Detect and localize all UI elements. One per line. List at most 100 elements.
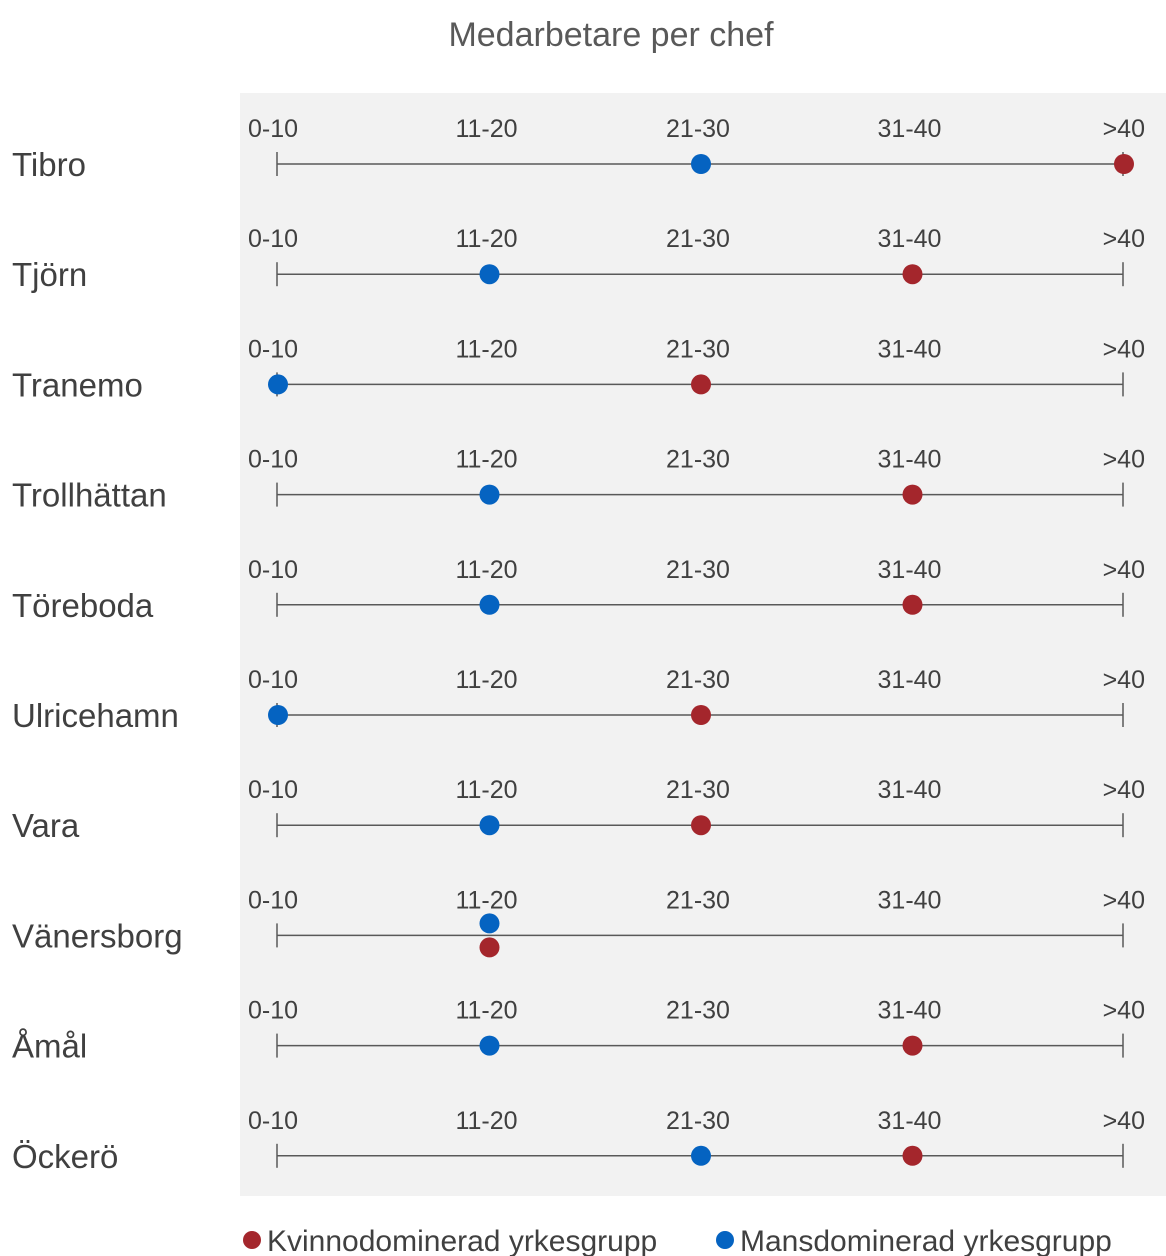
tick-label-0-10: 0-10 (248, 776, 298, 804)
tick-label-40: >40 (1103, 997, 1145, 1025)
plot-panel (240, 93, 1166, 1196)
tick-label-31-40: 31-40 (878, 556, 942, 584)
point-kvinnodominerad-yrkesgrupp (1114, 154, 1134, 174)
point-kvinnodominerad-yrkesgrupp (902, 1035, 923, 1056)
tick-label-21-30: 21-30 (666, 446, 730, 474)
row-label: Tranemo (12, 366, 143, 403)
tick-label-31-40: 31-40 (878, 446, 942, 474)
legend-label: Kvinnodominerad yrkesgrupp (267, 1225, 657, 1256)
tick-label-40: >40 (1103, 1107, 1145, 1135)
point-kvinnodominerad-yrkesgrupp (691, 374, 711, 395)
row-label: Vänersborg (12, 917, 183, 954)
legend-item-kvinnodominerad-yrkesgrupp: Kvinnodominerad yrkesgrupp (243, 1225, 657, 1256)
tick-label-40: >40 (1103, 225, 1145, 253)
tick-label-11-20: 11-20 (455, 997, 517, 1025)
rows: Tibro 0-10 11-20 21-30 31-40 >40 Tjörn 0-10 11-2… (12, 115, 1145, 1175)
point-kvinnodominerad-yrkesgrupp (902, 484, 923, 505)
tick-label-21-30: 21-30 (666, 225, 730, 253)
tick-label-11-20: 11-20 (455, 1107, 517, 1135)
tick-label-0-10: 0-10 (248, 225, 298, 253)
tick-label-40: >40 (1103, 446, 1145, 474)
tick-label-11-20: 11-20 (455, 776, 517, 804)
row-label: Öckerö (12, 1138, 118, 1175)
tick-label-40: >40 (1103, 556, 1145, 584)
tick-label-31-40: 31-40 (878, 115, 942, 143)
tick-label-21-30: 21-30 (666, 115, 730, 143)
row-tj-rn: Tjörn 0-10 11-20 21-30 31-40 >40 (12, 225, 1145, 293)
point-kvinnodominerad-yrkesgrupp (691, 815, 711, 836)
tick-label-21-30: 21-30 (666, 1107, 730, 1135)
chart-title: Medarbetare per chef (448, 16, 774, 54)
point-kvinnodominerad-yrkesgrupp (902, 594, 923, 615)
legend-label: Mansdominerad yrkesgrupp (740, 1225, 1112, 1256)
row-tibro: Tibro 0-10 11-20 21-30 31-40 >40 (12, 115, 1145, 183)
tick-label-31-40: 31-40 (878, 886, 942, 914)
row-label: Ulricehamn (12, 697, 179, 734)
legend: Kvinnodominerad yrkesgrupp Mansdominerad … (243, 1225, 1112, 1256)
point-mansdominerad-yrkesgrupp (691, 1145, 711, 1166)
tick-label-0-10: 0-10 (248, 335, 298, 363)
row-label: Åmål (12, 1028, 87, 1065)
tick-label-0-10: 0-10 (248, 556, 298, 584)
point-kvinnodominerad-yrkesgrupp (902, 264, 923, 285)
row-ulricehamn: Ulricehamn 0-10 11-20 21-30 31-40 >40 (12, 666, 1145, 734)
tick-label-40: >40 (1103, 776, 1145, 804)
tick-label-21-30: 21-30 (666, 335, 730, 363)
tick-label-11-20: 11-20 (455, 115, 517, 143)
tick-label-21-30: 21-30 (666, 776, 730, 804)
legend-marker (243, 1231, 261, 1249)
row-t-reboda: Töreboda 0-10 11-20 21-30 31-40 >40 (12, 556, 1145, 624)
tick-label-0-10: 0-10 (248, 997, 298, 1025)
tick-label-31-40: 31-40 (878, 335, 942, 363)
row-label: Tibro (12, 146, 86, 183)
point-kvinnodominerad-yrkesgrupp (691, 705, 711, 725)
legend-marker (716, 1231, 734, 1249)
point-mansdominerad-yrkesgrupp (479, 264, 500, 285)
tick-label-31-40: 31-40 (878, 666, 942, 694)
row-tranemo: Tranemo 0-10 11-20 21-30 31-40 >40 (12, 335, 1145, 403)
point-mansdominerad-yrkesgrupp (479, 484, 500, 505)
tick-label-21-30: 21-30 (666, 886, 730, 914)
row-label: Töreboda (12, 587, 154, 624)
row-label: Trollhättan (12, 477, 167, 514)
tick-label-11-20: 11-20 (455, 446, 517, 474)
point-kvinnodominerad-yrkesgrupp (902, 1145, 923, 1166)
point-mansdominerad-yrkesgrupp (479, 815, 500, 836)
row-label: Tjörn (12, 256, 87, 293)
tick-label-0-10: 0-10 (248, 446, 298, 474)
tick-label-0-10: 0-10 (248, 1107, 298, 1135)
row-trollh-ttan: Trollhättan 0-10 11-20 21-30 31-40 >40 (12, 446, 1145, 514)
tick-label-11-20: 11-20 (455, 225, 517, 253)
legend-item-mansdominerad-yrkesgrupp: Mansdominerad yrkesgrupp (716, 1225, 1112, 1256)
tick-label-40: >40 (1103, 666, 1145, 694)
point-mansdominerad-yrkesgrupp (268, 374, 288, 395)
tick-label-40: >40 (1103, 886, 1145, 914)
row-cker: Öckerö 0-10 11-20 21-30 31-40 >40 (12, 1107, 1145, 1175)
tick-label-11-20: 11-20 (455, 886, 517, 914)
point-kvinnodominerad-yrkesgrupp (479, 937, 500, 958)
point-mansdominerad-yrkesgrupp (479, 594, 500, 615)
tick-label-40: >40 (1103, 115, 1145, 143)
row-v-nersborg: Vänersborg 0-10 11-20 21-30 31-40 >40 (12, 886, 1145, 958)
tick-label-0-10: 0-10 (248, 115, 298, 143)
tick-label-11-20: 11-20 (455, 666, 517, 694)
tick-label-31-40: 31-40 (878, 225, 942, 253)
tick-label-0-10: 0-10 (248, 886, 298, 914)
tick-label-0-10: 0-10 (248, 666, 298, 694)
point-mansdominerad-yrkesgrupp (479, 1035, 500, 1056)
tick-label-31-40: 31-40 (878, 997, 942, 1025)
tick-label-11-20: 11-20 (455, 556, 517, 584)
tick-label-31-40: 31-40 (878, 776, 942, 804)
tick-label-11-20: 11-20 (455, 335, 517, 363)
tick-label-40: >40 (1103, 335, 1145, 363)
tick-label-21-30: 21-30 (666, 997, 730, 1025)
row-vara: Vara 0-10 11-20 21-30 31-40 >40 (12, 776, 1145, 844)
point-mansdominerad-yrkesgrupp (268, 705, 288, 725)
point-mansdominerad-yrkesgrupp (691, 154, 711, 174)
tick-label-31-40: 31-40 (878, 1107, 942, 1135)
tick-label-21-30: 21-30 (666, 666, 730, 694)
row-label: Vara (12, 807, 80, 844)
point-mansdominerad-yrkesgrupp (479, 913, 500, 934)
row-m-l: Åmål 0-10 11-20 21-30 31-40 >40 (12, 997, 1145, 1065)
